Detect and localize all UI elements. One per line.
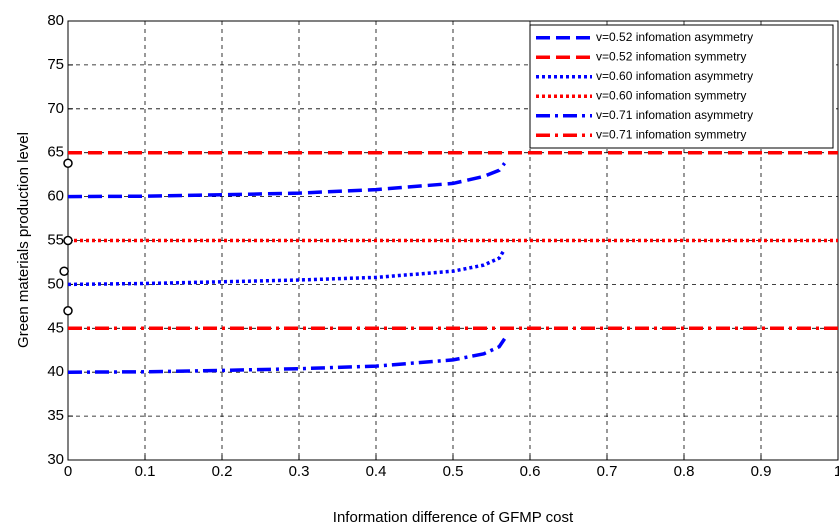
y-tick-label: 35 <box>47 407 64 424</box>
y-tick-label: 40 <box>47 363 64 380</box>
legend-label: v=0.52 infomation asymmetry <box>596 30 753 44</box>
legend-label: v=0.60 infomation asymmetry <box>596 69 753 83</box>
marker <box>63 235 73 246</box>
x-tick-label: 0.1 <box>135 463 156 480</box>
legend-label: v=0.60 infomation symmetry <box>596 88 746 102</box>
x-tick-label: 0.7 <box>597 463 618 480</box>
x-tick-label: 0.4 <box>366 463 387 480</box>
y-tick-label: 65 <box>47 144 64 161</box>
x-tick-label: 0.6 <box>520 463 541 480</box>
marker <box>59 266 69 276</box>
legend: v=0.52 infomation asymmetry v=0.52 infoma… <box>529 24 834 149</box>
y-tick-label: 30 <box>47 451 64 468</box>
data-line <box>67 337 507 374</box>
y-tick-label: 55 <box>47 231 64 248</box>
x-tick-label: 0.3 <box>289 463 310 480</box>
x-tick-label: 0.5 <box>443 463 464 480</box>
x-tick-label: 0.8 <box>674 463 695 480</box>
x-tick-label: 1 <box>834 463 839 480</box>
marker <box>63 158 73 168</box>
data-line <box>67 248 507 287</box>
data-line <box>67 162 506 199</box>
legend-label: v=0.71 infomation asymmetry <box>596 108 753 122</box>
x-tick-label: 0 <box>64 463 72 480</box>
y-tick-label: 50 <box>47 275 64 292</box>
y-tick-label: 80 <box>47 12 64 29</box>
x-axis-label: Information difference of GFMP cost <box>333 509 574 526</box>
y-tick-label: 70 <box>47 100 64 117</box>
y-axis-label: Green materials production level <box>15 132 32 348</box>
y-tick-label: 75 <box>47 56 64 73</box>
legend-box <box>529 24 834 149</box>
y-tick-label: 45 <box>47 319 64 336</box>
y-tick-label: 60 <box>47 188 64 205</box>
marker <box>63 305 73 316</box>
legend-label: v=0.52 infomation symmetry <box>596 49 746 63</box>
x-tick-label: 0.9 <box>751 463 772 480</box>
x-tick-label: 0.2 <box>212 463 233 480</box>
legend-label: v=0.71 infomation symmetry <box>596 127 746 141</box>
